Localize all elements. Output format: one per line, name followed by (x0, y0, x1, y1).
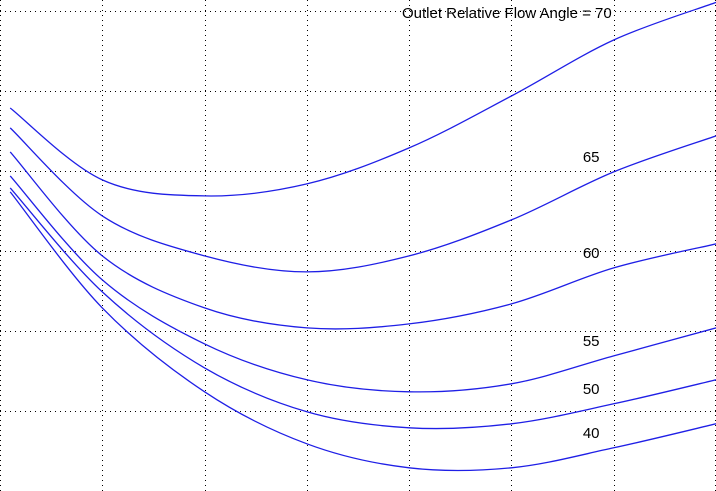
series-line-1 (9, 127, 716, 273)
series-label-4: 50 (583, 381, 600, 398)
series-line-5 (9, 191, 716, 472)
series-label-2: 60 (583, 245, 600, 262)
series-label-0: Outlet Relative Flow Angle = 70 (402, 5, 612, 22)
series-line-2 (9, 151, 716, 330)
series-label-1: 65 (583, 149, 600, 166)
chart-curve-labels: Outlet Relative Flow Angle = 70 65 60 55 50 4… (402, 5, 612, 442)
chart-curves (9, 1, 716, 472)
series-label-3: 55 (583, 333, 600, 350)
series-line-3 (9, 175, 716, 393)
series-label-5: 40 (583, 425, 600, 442)
series-line-4 (9, 187, 716, 430)
series-line-0 (9, 1, 716, 197)
